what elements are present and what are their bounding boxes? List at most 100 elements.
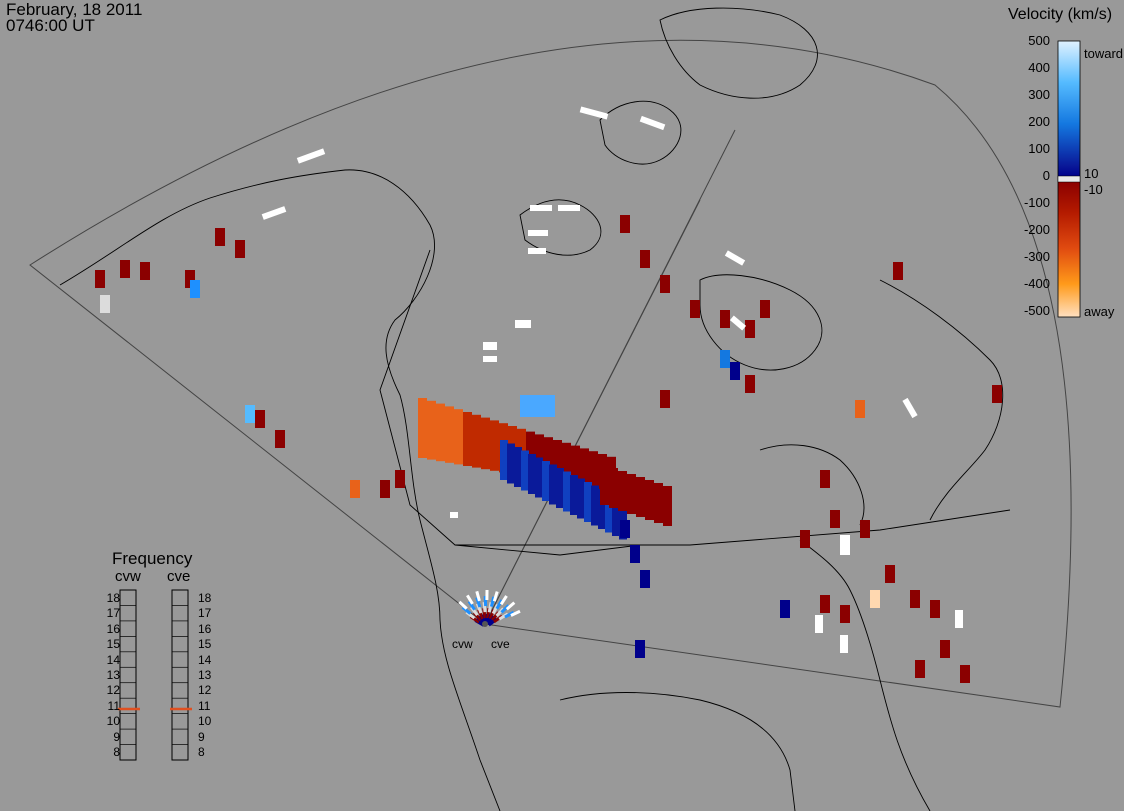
velocity-cell <box>350 480 360 498</box>
velocity-cell <box>724 250 746 266</box>
colorbar-tick-label: -200 <box>1023 222 1050 237</box>
velocity-cell <box>485 589 489 601</box>
field-of-view-outline <box>29 39 1072 708</box>
radar-site-marker <box>482 621 488 627</box>
date-label: February, 18 2011 <box>6 0 143 19</box>
velocity-cell <box>915 660 925 678</box>
velocity-cell <box>640 250 650 268</box>
coastlines <box>59 7 1011 811</box>
velocity-cell <box>255 410 265 428</box>
velocity-cell <box>467 600 476 611</box>
velocity-cell <box>930 600 940 618</box>
velocity-cell <box>840 535 850 555</box>
velocity-cell <box>275 430 285 448</box>
velocity-cell <box>598 489 606 529</box>
frequency-gauges <box>118 589 192 761</box>
velocity-cell <box>627 474 636 514</box>
velocity-cell <box>645 480 654 520</box>
velocity-cell <box>885 565 895 583</box>
velocity-cell <box>140 262 150 280</box>
velocity-cell <box>940 640 950 658</box>
velocity-cell <box>955 610 963 628</box>
velocity-cell <box>436 403 445 462</box>
velocity-cell <box>483 342 497 350</box>
frequency-tick-label: 14 <box>106 652 120 667</box>
velocity-cell <box>296 148 326 164</box>
velocity-cell <box>100 295 110 313</box>
velocity-cell <box>481 417 490 470</box>
velocity-cell <box>505 601 516 611</box>
velocity-cell <box>893 262 903 280</box>
velocity-cell <box>640 570 650 588</box>
velocity-cell <box>910 590 920 608</box>
frequency-tick-label: 14 <box>198 652 212 667</box>
colorbar-title: Velocity (km/s) <box>1008 6 1113 23</box>
frequency-gauge-box <box>119 589 137 761</box>
velocity-cell <box>570 475 578 515</box>
velocity-cell <box>445 406 454 463</box>
velocity-cell <box>380 480 390 498</box>
velocity-cell <box>780 600 790 618</box>
velocity-cell <box>427 400 436 460</box>
velocity-cell <box>815 615 823 633</box>
velocity-cell <box>600 465 609 505</box>
velocity-cell <box>589 451 598 489</box>
velocity-cell <box>556 468 564 508</box>
velocity-cell <box>663 486 672 526</box>
velocity-cell <box>549 464 557 505</box>
velocity-cell <box>800 530 810 548</box>
velocity-cell <box>514 447 522 487</box>
frequency-tick-label: 11 <box>198 698 211 713</box>
frequency-tick-label: 13 <box>106 668 120 682</box>
velocity-cell <box>261 206 287 220</box>
velocity-cell <box>528 248 546 254</box>
velocity-cell <box>660 390 670 408</box>
velocity-cell <box>215 228 225 246</box>
velocity-cell <box>535 457 543 498</box>
velocity-cell <box>745 320 755 338</box>
velocity-cell <box>654 483 663 523</box>
velocity-cell <box>563 471 571 512</box>
velocity-cell <box>504 610 515 619</box>
velocity-cell <box>395 470 405 488</box>
colorbar-tick-label: 300 <box>1028 87 1050 102</box>
colorbar-tick-label: 200 <box>1028 114 1050 129</box>
colorbar-inner-pos-label: 10 <box>1084 166 1099 181</box>
frequency-title: Frequency <box>112 549 193 568</box>
frequency-radar-cvw: cvw <box>115 568 141 585</box>
velocity-cell <box>579 106 609 120</box>
frequency-tick-label: 17 <box>106 606 120 621</box>
velocity-cell <box>639 115 666 131</box>
colorbar-tick-label: -100 <box>1023 195 1050 210</box>
frequency-tick-label: 8 <box>113 745 120 760</box>
colorbar-tick-label: 400 <box>1028 60 1050 75</box>
velocity-cell <box>558 205 580 211</box>
velocity-cell <box>472 414 481 468</box>
velocity-cell <box>475 597 482 608</box>
velocity-cell <box>483 356 497 362</box>
velocity-cell <box>235 240 245 258</box>
frequency-tick-label: 15 <box>106 637 120 652</box>
frequency-tick-label: 8 <box>198 745 205 760</box>
velocity-cell <box>553 440 562 482</box>
frequency-tick-label: 9 <box>113 729 120 744</box>
velocity-cell <box>580 448 589 487</box>
velocity-cell <box>960 665 970 683</box>
frequency-tick-label: 10 <box>106 714 120 729</box>
velocity-cell <box>520 395 555 417</box>
colorbar-tick-label: -500 <box>1023 303 1050 318</box>
velocity-cell <box>458 600 468 610</box>
velocity-cell <box>577 478 585 519</box>
colorbar-tick-label: 500 <box>1028 33 1050 48</box>
velocity-cell <box>515 320 531 328</box>
velocity-cell <box>902 397 918 419</box>
colorbar-tick-label: 100 <box>1028 141 1050 156</box>
colorbar-toward-label: toward <box>1084 46 1124 61</box>
velocity-cell <box>562 442 571 484</box>
velocity-cell <box>660 275 670 293</box>
velocity-cell <box>490 420 499 471</box>
velocity-cell <box>591 485 599 526</box>
velocity-cell <box>636 477 645 517</box>
colorbar-away-label: away <box>1084 304 1115 319</box>
velocity-cell <box>760 300 770 318</box>
